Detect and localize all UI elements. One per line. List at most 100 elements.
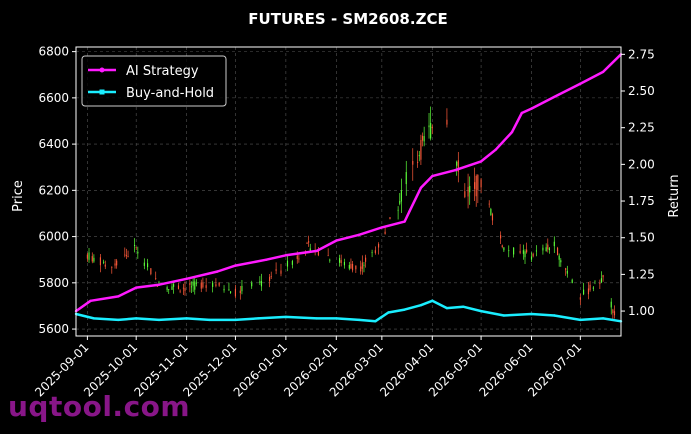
point-ai-strategy <box>185 277 188 280</box>
candle-body <box>522 250 524 254</box>
candle-body <box>384 231 386 234</box>
y2-tick-label: 1.00 <box>628 304 655 318</box>
candle-body <box>251 282 253 287</box>
candle-body <box>513 247 515 255</box>
y-tick-label: 5600 <box>38 322 69 336</box>
point-ai-strategy <box>419 186 423 189</box>
point-ai-strategy <box>157 283 161 286</box>
point-ai-strategy <box>431 174 434 178</box>
candle-body <box>150 268 152 275</box>
candle-body <box>195 282 197 284</box>
candle-body <box>192 281 194 286</box>
point-ai-strategy <box>284 254 288 257</box>
legend-label-bh: Buy-and-Hold <box>126 86 214 101</box>
point-ai-strategy <box>479 160 483 163</box>
point-ai-strategy <box>530 107 533 110</box>
candle-body <box>587 288 590 295</box>
candle-body <box>212 282 214 287</box>
candle-body <box>548 248 550 251</box>
candle-body <box>280 270 282 274</box>
y2-tick-label: 1.75 <box>628 194 655 208</box>
candle-body <box>309 248 311 252</box>
candle-body <box>133 244 136 246</box>
candle-body <box>296 255 298 259</box>
legend-box <box>81 55 227 107</box>
candle-body <box>135 246 137 248</box>
point-buy-and-hold <box>445 306 449 310</box>
point-buy-and-hold <box>185 317 188 320</box>
point-ai-strategy <box>234 264 237 267</box>
candle-body <box>228 289 230 291</box>
candle-body <box>200 282 202 289</box>
legend: AI Strategy Buy-and-Hold <box>81 55 227 107</box>
series-line-buy-and-hold <box>75 299 622 323</box>
y2-axis-label: Return <box>667 174 682 217</box>
candle-body <box>215 284 217 287</box>
point-buy-and-hold <box>431 299 434 302</box>
candle-body <box>457 160 459 172</box>
candle-body <box>589 284 591 291</box>
point-buy-and-hold <box>553 314 556 317</box>
candle-body <box>579 297 581 300</box>
candle-body <box>93 257 95 262</box>
candle-body <box>104 264 106 267</box>
candle-body <box>547 244 549 250</box>
point-buy-and-hold <box>335 317 338 320</box>
candle-body <box>205 285 207 288</box>
point-ai-strategy <box>380 226 384 229</box>
candle-body <box>229 291 232 293</box>
point-ai-strategy <box>510 130 514 134</box>
y2-tick-label: 2.50 <box>628 84 655 98</box>
point-ai-strategy <box>579 82 582 85</box>
candle-body <box>317 248 319 256</box>
point-ai-strategy <box>494 148 497 151</box>
candle-body <box>143 262 145 266</box>
candle-body <box>378 244 380 248</box>
point-ai-strategy <box>357 233 361 236</box>
point-buy-and-hold <box>315 317 318 320</box>
candle-body <box>234 288 237 297</box>
candle-body <box>260 281 263 287</box>
candle-body <box>308 241 310 243</box>
candle-body <box>275 269 277 271</box>
candle-body <box>612 309 614 314</box>
candle-body <box>99 257 101 266</box>
candle-body <box>241 285 243 292</box>
y-tick-label: 6400 <box>38 137 69 151</box>
y-axis-right: 1.00 1.25 1.50 1.75 2.00 2.25 2.50 2.75 <box>621 47 655 318</box>
candle-body <box>173 284 175 287</box>
candle-body <box>477 175 479 190</box>
candle-body <box>190 286 193 288</box>
point-buy-and-hold <box>92 317 96 320</box>
point-ai-strategy <box>553 95 556 99</box>
point-buy-and-hold <box>502 314 506 317</box>
point-buy-and-hold <box>208 318 211 322</box>
y-tick-label: 5800 <box>38 276 69 290</box>
candle-body <box>488 203 490 205</box>
point-buy-and-hold <box>234 318 237 322</box>
candle-body <box>158 281 160 283</box>
candle-body <box>571 279 573 284</box>
point-ai-strategy <box>265 258 268 261</box>
candles <box>86 106 616 320</box>
candle-body <box>184 288 186 291</box>
point-buy-and-hold <box>479 309 483 313</box>
candle-body <box>103 261 105 263</box>
candle-body <box>480 179 482 188</box>
candle-body <box>202 282 204 288</box>
y2-tick-label: 2.75 <box>628 47 655 61</box>
candle-body <box>291 261 293 265</box>
y-tick-label: 6800 <box>38 45 69 59</box>
candle-body <box>137 251 139 254</box>
candle-body <box>223 288 225 291</box>
candle-body <box>446 119 448 125</box>
point-ai-strategy <box>89 299 92 302</box>
point-buy-and-hold <box>117 318 120 322</box>
candle-body <box>179 290 181 292</box>
candle-body <box>397 209 399 211</box>
point-ai-strategy <box>335 239 338 242</box>
candle-body <box>340 260 342 264</box>
legend-marker-ai <box>99 67 105 73</box>
candle-body <box>610 301 612 308</box>
candle-body <box>116 260 118 266</box>
